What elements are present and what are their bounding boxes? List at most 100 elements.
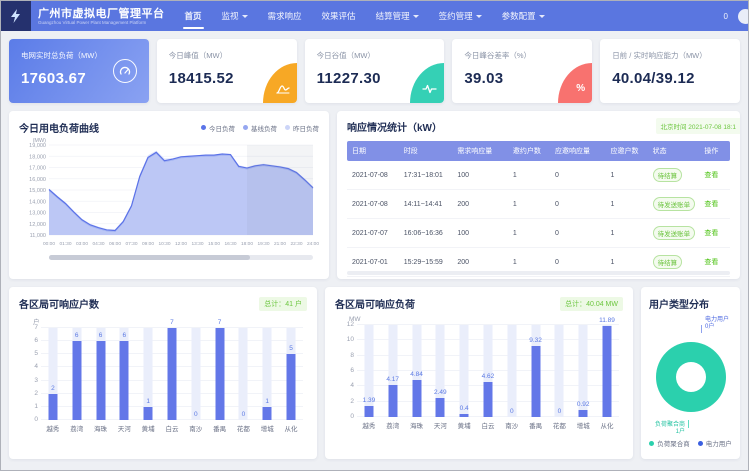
bar-value-label: 4.17 xyxy=(386,376,400,384)
status-badge: 待发送账单 xyxy=(652,226,696,240)
bar xyxy=(72,341,82,420)
nav-item-3[interactable]: 效果评估 xyxy=(321,11,356,21)
x-axis-label: 南沙 xyxy=(505,423,519,430)
datazoom-fill[interactable] xyxy=(49,255,250,260)
table-col-header: 操作 xyxy=(699,141,730,161)
svg-text:11,000: 11,000 xyxy=(30,233,46,239)
legend-dot xyxy=(243,125,248,130)
y-axis-unit: MW xyxy=(349,316,361,323)
nav-item-0[interactable]: 首页 xyxy=(175,1,212,31)
district-load-panel: 各区局可响应负荷 总计：40.04 MW MW 12 10 8 6 4 2 0 1.39 4.1… xyxy=(325,287,633,459)
bar-value-label: 0.4 xyxy=(459,404,469,412)
x-axis-label: 花都 xyxy=(236,426,250,433)
bar-column: 4.17 xyxy=(381,325,405,417)
bar-value-label: 6 xyxy=(74,332,79,340)
kpi-value: 17603.67 xyxy=(21,70,86,87)
district-users-title: 各区局可响应户数 xyxy=(19,300,99,311)
bar-column: 0 xyxy=(232,328,256,420)
bar-column: 7 xyxy=(208,319,232,420)
svg-text:12:00: 12:00 xyxy=(175,241,187,247)
svg-text:18,000: 18,000 xyxy=(29,154,46,160)
nav-right: 0 xyxy=(724,1,748,31)
status-badge: 待结算 xyxy=(652,168,683,182)
bar xyxy=(412,379,422,417)
bar-column: 11.89 xyxy=(595,317,619,417)
kpi-label: 日前 / 实时响应能力（MW） xyxy=(612,51,707,60)
nav-item-1[interactable]: 监视 xyxy=(212,1,258,31)
table-col-header: 状态 xyxy=(647,141,700,161)
svg-text:03:00: 03:00 xyxy=(76,241,88,247)
svg-text:12,000: 12,000 xyxy=(29,222,46,228)
load-curve-legend: 今日负荷 基线负荷 昨日负荷 xyxy=(201,123,319,133)
legend-item[interactable]: 基线负荷 xyxy=(243,123,277,133)
bar-value-label: 0.92 xyxy=(576,400,590,408)
bar-column: 2.49 xyxy=(428,325,452,417)
bar-value-label: 7 xyxy=(170,319,174,326)
table-row: 2021-07-08 14:11~14:41 200 1 0 1 待发送账单 查看 xyxy=(347,189,730,219)
svg-text:17,000: 17,000 xyxy=(29,166,46,172)
bar-column: 1 xyxy=(136,328,160,420)
bar-column: 1 xyxy=(255,328,279,420)
view-link[interactable]: 查看 xyxy=(704,259,719,266)
bar-value-label: 0 xyxy=(241,411,246,418)
bar xyxy=(48,393,58,420)
chevron-down-icon xyxy=(241,15,248,18)
x-axis-label: 增城 xyxy=(576,423,590,430)
svg-text:22:30: 22:30 xyxy=(290,241,302,247)
callout-aggregator: 负荷聚合商 1户 xyxy=(655,420,690,436)
legend-item[interactable]: 电力用户 xyxy=(697,438,732,448)
pulse-icon xyxy=(410,63,445,103)
legend-item[interactable]: 昨日负荷 xyxy=(285,123,319,133)
nav-item-2[interactable]: 需求响应 xyxy=(267,11,302,21)
table-scrollbar[interactable] xyxy=(347,271,730,275)
nav-item-4[interactable]: 结算管理 xyxy=(366,1,429,31)
kpi-label: 今日峰值（MW） xyxy=(168,51,228,60)
nav-item-6[interactable]: 参数配置 xyxy=(492,1,555,31)
svg-text:18:00: 18:00 xyxy=(241,241,253,247)
svg-text:24:00: 24:00 xyxy=(307,241,319,247)
view-link[interactable]: 查看 xyxy=(704,201,719,208)
x-axis-label: 番禺 xyxy=(213,426,227,433)
kpi-value: 39.03 xyxy=(464,70,504,87)
view-link[interactable]: 查看 xyxy=(704,172,719,179)
bar-value-label: 4.84 xyxy=(410,370,423,378)
legend-item[interactable]: 今日负荷 xyxy=(201,123,235,133)
bar xyxy=(167,328,177,420)
bar xyxy=(578,409,588,417)
legend-dot xyxy=(697,440,703,446)
response-stats-panel: 响应情况统计（kW） 北京时间 2021-07-08 18:1 日期 时段 需求响应… xyxy=(337,111,740,279)
datazoom-slider[interactable] xyxy=(49,255,313,260)
view-link[interactable]: 查看 xyxy=(704,230,719,237)
svg-text:19:30: 19:30 xyxy=(257,241,269,247)
legend-item[interactable]: 负荷聚合商 xyxy=(649,438,690,448)
bar-column: 7 xyxy=(160,319,184,420)
load-curve-title: 今日用电负荷曲线 xyxy=(19,124,99,135)
table-header-row: 日期 时段 需求响应量 邀约户数 应邀响应量 应邀户数 状态 操作 xyxy=(347,141,730,161)
x-axis-label: 南沙 xyxy=(189,426,203,433)
response-stats-title: 响应情况统计（kW） xyxy=(347,123,442,134)
kpi-card-response-capacity: 日前 / 实时响应能力（MW） 40.04/39.12 xyxy=(600,39,740,103)
svg-text:00:00: 00:00 xyxy=(43,241,55,247)
beijing-time-label: 北京时间 2021-07-08 18:1 xyxy=(656,118,740,134)
svg-text:14,000: 14,000 xyxy=(29,199,46,205)
district-users-total-badge: 总计：41 户 xyxy=(259,296,307,311)
x-axis-label: 黄埔 xyxy=(141,426,155,433)
table-col-header: 日期 xyxy=(347,141,399,161)
bar-value-label: 6 xyxy=(122,332,127,340)
table-col-header: 应邀户数 xyxy=(605,141,648,161)
svg-text:(MW): (MW) xyxy=(33,138,47,144)
x-axis-label: 白云 xyxy=(481,423,495,430)
x-axis-label: 天河 xyxy=(433,423,447,430)
bar xyxy=(459,413,469,417)
svg-text:21:00: 21:00 xyxy=(274,241,286,247)
svg-text:06:00: 06:00 xyxy=(109,241,121,247)
bar-column: 6 xyxy=(112,328,136,420)
nav-item-5[interactable]: 签约管理 xyxy=(429,1,492,31)
app-logo xyxy=(1,1,31,31)
user-avatar[interactable] xyxy=(738,8,748,24)
notification-count[interactable]: 0 xyxy=(723,11,728,21)
bar xyxy=(96,341,106,420)
bar-value-label: 1 xyxy=(146,397,150,405)
x-axis-label: 越秀 xyxy=(46,426,60,433)
bar xyxy=(143,406,153,420)
